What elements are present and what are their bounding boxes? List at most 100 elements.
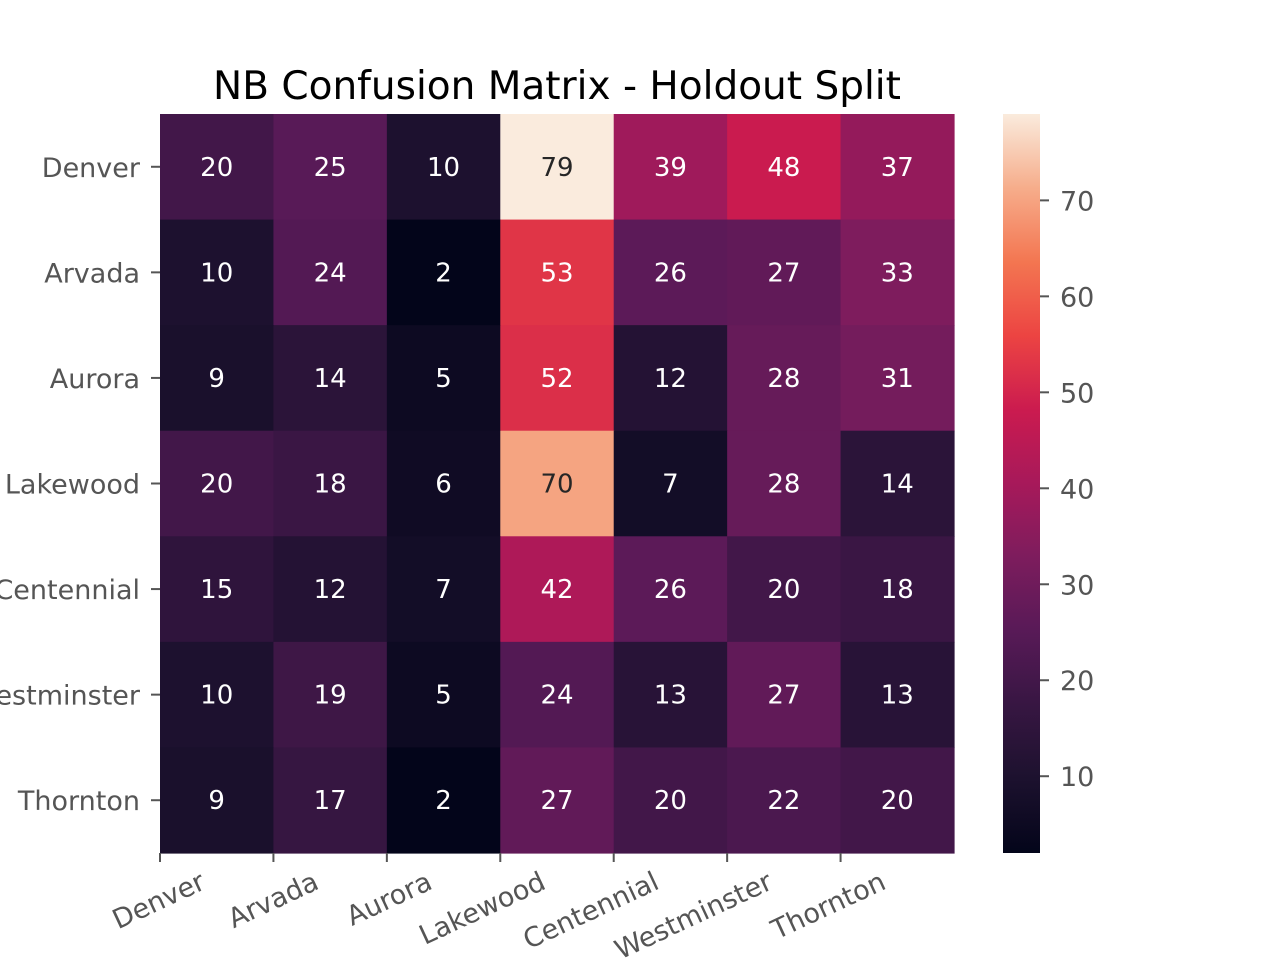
heatmap-cell <box>386 536 501 643</box>
cell-value-label: 6 <box>435 470 452 500</box>
cell-value-label: 10 <box>200 258 233 288</box>
cell-value-label: 20 <box>654 786 687 816</box>
cell-value-label: 2 <box>435 786 452 816</box>
cell-value-label: 20 <box>767 575 800 605</box>
colorbar-tick-label: 50 <box>1060 378 1094 409</box>
cell-value-label: 12 <box>314 575 347 605</box>
heatmap-cell <box>613 536 728 643</box>
y-tick-label: Aurora <box>50 364 140 395</box>
heatmap-cell <box>386 430 501 537</box>
cell-value-label: 26 <box>654 575 687 605</box>
heatmap-cell <box>727 325 842 432</box>
heatmap-cell <box>160 114 275 221</box>
cell-value-label: 12 <box>654 364 687 394</box>
colorbar-tick-label: 20 <box>1060 666 1094 697</box>
heatmap-cell <box>386 747 501 854</box>
cell-value-label: 20 <box>200 153 233 183</box>
cell-value-label: 52 <box>540 364 573 394</box>
heatmap-cell <box>160 325 275 432</box>
cell-value-label: 48 <box>767 153 800 183</box>
heatmap-cell <box>840 325 955 432</box>
x-tick-label: Thornton <box>766 866 891 946</box>
heatmap-cell <box>160 747 275 854</box>
heatmap-cell <box>273 219 388 326</box>
cell-value-label: 7 <box>662 470 679 500</box>
cell-value-label: 14 <box>881 470 914 500</box>
y-tick-label: Lakewood <box>5 470 140 501</box>
heatmap-cell <box>613 747 728 854</box>
cell-value-label: 39 <box>654 153 687 183</box>
cell-value-label: 5 <box>435 364 452 394</box>
cell-value-label: 14 <box>314 364 347 394</box>
cell-value-label: 18 <box>314 470 347 500</box>
cell-value-label: 70 <box>540 470 573 500</box>
heatmap-cell <box>160 219 275 326</box>
x-tick-label: Denver <box>108 866 211 936</box>
heatmap-cell <box>613 430 728 537</box>
heatmap-cell <box>273 641 388 749</box>
cell-value-label: 37 <box>881 153 914 183</box>
colorbar-tick-label: 30 <box>1060 570 1094 601</box>
heatmap-cell <box>840 114 955 221</box>
x-tick-label: Arvada <box>223 866 323 935</box>
chart-title: NB Confusion Matrix - Holdout Split <box>213 64 901 109</box>
heatmap-cell <box>840 641 955 749</box>
x-axis: Denver Arvada AuroraLakewoodCentennialWest… <box>108 853 891 960</box>
cell-value-label: 53 <box>540 258 573 288</box>
heatmap-cell <box>273 747 388 854</box>
heatmap-cell <box>613 641 728 749</box>
y-axis: Denver Arvada Aurora Lakewood Centennial West… <box>0 153 160 817</box>
y-tick-label: Thornton <box>17 786 140 817</box>
colorbar-gradient <box>1003 114 1040 853</box>
colorbar-tick-label: 10 <box>1060 762 1094 793</box>
cell-value-label: 25 <box>314 153 347 183</box>
y-tick-label: Centennial <box>0 575 140 606</box>
heatmap-cell <box>840 536 955 643</box>
heatmap-cell <box>727 430 842 537</box>
heatmap-cell <box>840 430 955 537</box>
cell-value-label: 2 <box>435 258 452 288</box>
heatmap-cell <box>500 747 615 854</box>
cell-value-label: 28 <box>767 470 800 500</box>
y-tick-label: Arvada <box>44 258 140 289</box>
cell-value-label: 26 <box>654 258 687 288</box>
heatmap-cell <box>500 641 615 749</box>
heatmap-cell <box>840 747 955 854</box>
cell-value-label: 33 <box>881 258 914 288</box>
heatmap-cell <box>386 325 501 432</box>
heatmap-cell <box>273 430 388 537</box>
heatmap-cell <box>613 219 728 326</box>
cell-value-label: 13 <box>654 681 687 711</box>
heatmap-cell <box>273 325 388 432</box>
cell-value-label: 27 <box>540 786 573 816</box>
y-tick-label: Denver <box>42 153 141 184</box>
heatmap-cell <box>727 219 842 326</box>
cell-value-label: 9 <box>208 786 225 816</box>
cell-value-label: 28 <box>767 364 800 394</box>
heatmap-cell <box>727 747 842 854</box>
cell-value-label: 10 <box>200 681 233 711</box>
colorbar-tick-label: 60 <box>1060 282 1094 313</box>
cell-value-label: 31 <box>881 364 914 394</box>
heatmap-cell <box>613 325 728 432</box>
cell-value-label: 5 <box>435 681 452 711</box>
colorbar: 10 20 30 40 50 60 70 <box>1003 114 1094 853</box>
heatmap-cell <box>386 219 501 326</box>
cell-value-label: 18 <box>881 575 914 605</box>
heatmap-cell <box>160 536 275 643</box>
cell-value-label: 7 <box>435 575 452 605</box>
cell-value-label: 22 <box>767 786 800 816</box>
heatmap-cell <box>160 430 275 537</box>
heatmap-cell <box>273 536 388 643</box>
cell-value-label: 19 <box>314 681 347 711</box>
heatmap-cell <box>727 641 842 749</box>
cell-value-label: 13 <box>881 681 914 711</box>
heatmap-cell <box>500 325 615 432</box>
cell-value-label: 20 <box>881 786 914 816</box>
colorbar-tick-label: 40 <box>1060 474 1094 505</box>
cell-value-label: 24 <box>540 681 573 711</box>
cell-value-label: 9 <box>208 364 225 394</box>
heatmap-cell <box>160 641 275 749</box>
heatmap-cell <box>500 114 615 221</box>
